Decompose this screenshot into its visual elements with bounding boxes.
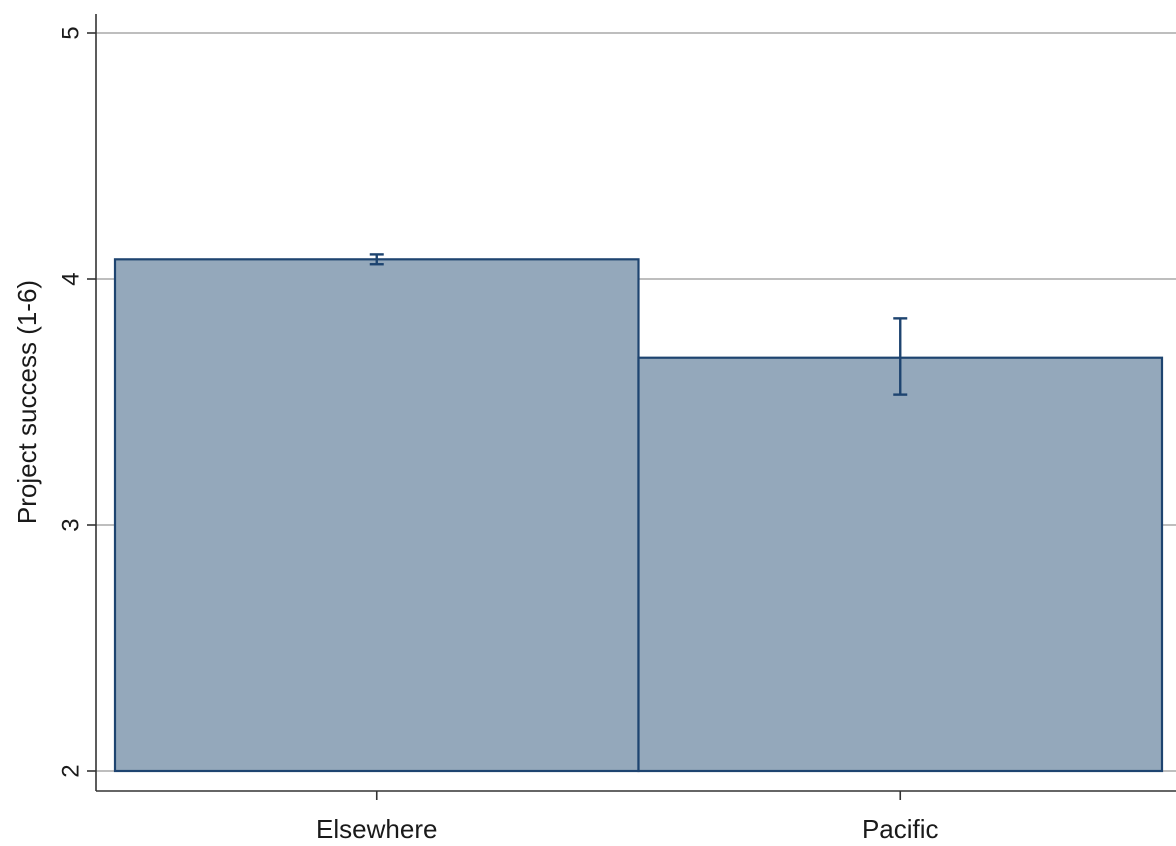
y-tick-label: 4: [58, 272, 85, 285]
tick-labels: 2 3 4 5 Elsewhere Pacific: [58, 26, 939, 844]
y-tick-label: 3: [58, 518, 85, 531]
y-tick-label: 5: [58, 26, 85, 39]
axes: [87, 14, 1176, 800]
bar-elsewhere: [113, 258, 640, 773]
x-tick-label: Elsewhere: [316, 814, 437, 841]
x-tick-label: Pacific: [862, 814, 939, 841]
bar-pacific: [637, 356, 1164, 773]
y-tick-label: 2: [58, 764, 85, 777]
error-bars: [369, 253, 908, 396]
bars: [113, 258, 1164, 773]
y-axis-label: Project success (1-6): [12, 280, 42, 524]
